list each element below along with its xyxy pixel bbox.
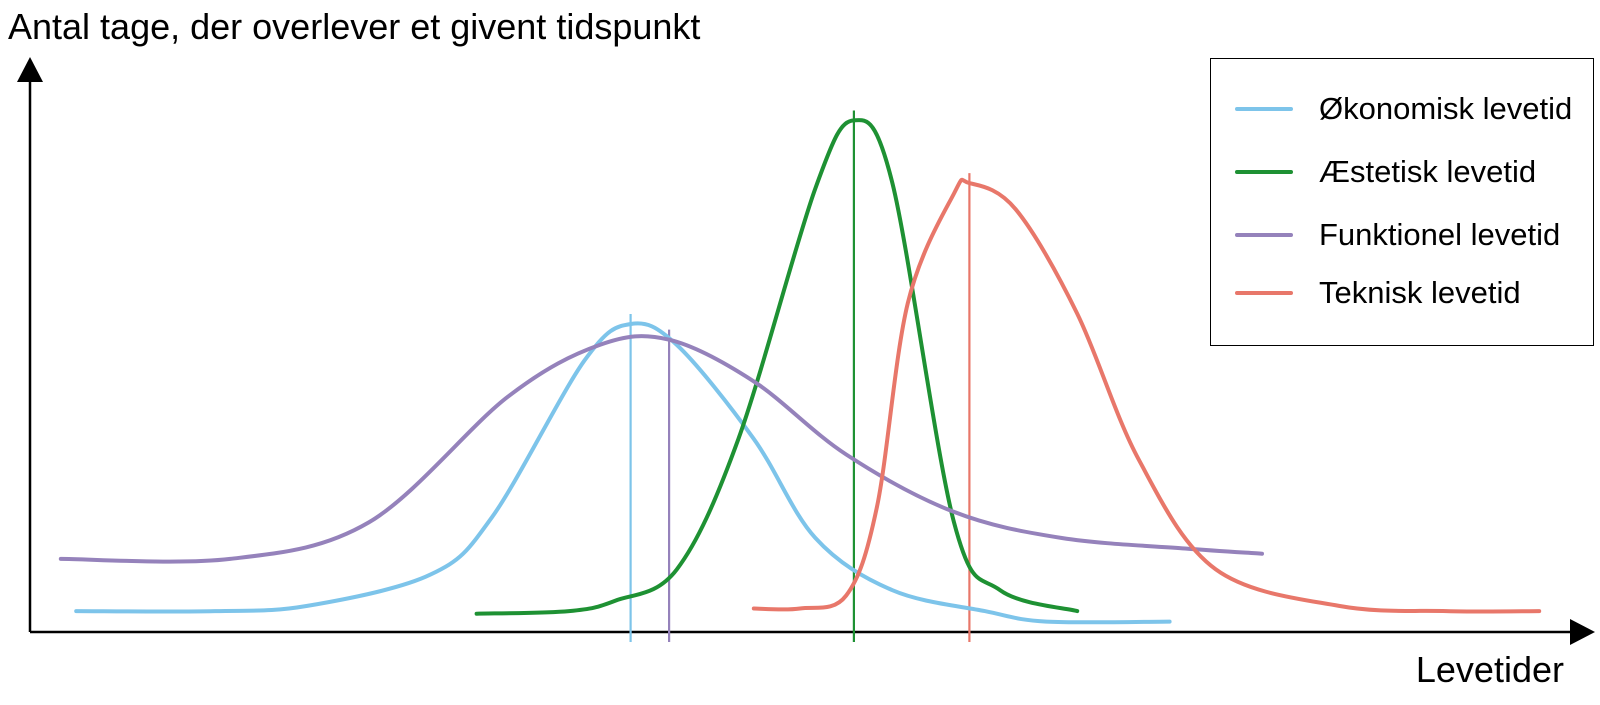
legend-label-funktionel: Funktionel levetid xyxy=(1319,217,1561,252)
legend-swatch-funktionel xyxy=(1235,233,1293,237)
legend: Økonomisk levetid Æstetisk levetid Funkt… xyxy=(1210,58,1594,346)
legend-swatch-aestetisk xyxy=(1235,170,1293,174)
legend-item-funktionel: Funktionel levetid xyxy=(1223,215,1589,255)
legend-label-teknisk: Teknisk levetid xyxy=(1319,275,1521,310)
series-line-teknisk xyxy=(751,177,1542,614)
legend-swatch-teknisk xyxy=(1235,291,1293,295)
legend-label-okonomisk: Økonomisk levetid xyxy=(1319,91,1573,126)
series-line-funktionel xyxy=(58,334,1264,564)
x-axis-arrow xyxy=(1570,619,1595,645)
series-line-okonomisk xyxy=(74,321,1172,625)
y-axis-arrow xyxy=(17,57,43,82)
series-line-aestetisk xyxy=(474,118,1080,616)
legend-item-teknisk: Teknisk levetid xyxy=(1223,273,1589,313)
legend-item-okonomisk: Økonomisk levetid xyxy=(1223,89,1589,129)
x-axis-label: Levetider xyxy=(1415,649,1564,690)
legend-item-aestetisk: Æstetisk levetid xyxy=(1223,152,1589,192)
axes xyxy=(17,57,1595,645)
y-axis-label: Antal tage, der overlever et givent tids… xyxy=(8,6,701,47)
legend-label-aestetisk: Æstetisk levetid xyxy=(1319,154,1537,189)
series-lines xyxy=(58,118,1542,625)
legend-swatch-okonomisk xyxy=(1235,107,1293,111)
